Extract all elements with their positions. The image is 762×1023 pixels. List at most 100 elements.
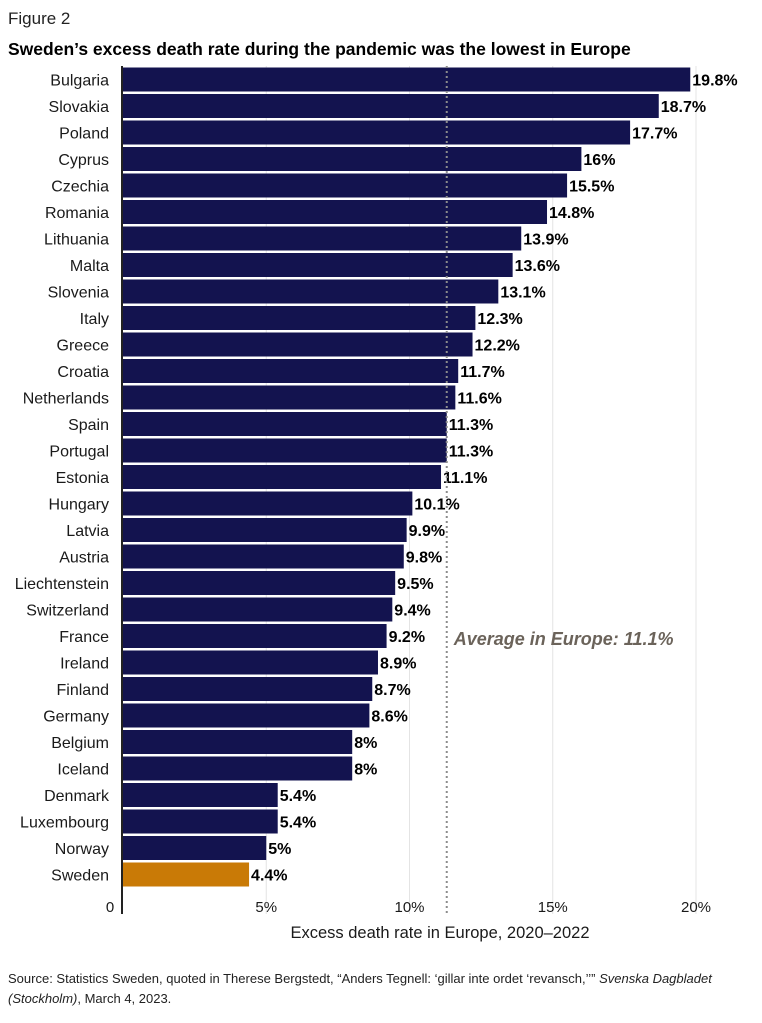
value-label-greece: 12.2% (475, 338, 520, 355)
value-label-netherlands: 11.6% (457, 391, 501, 408)
value-label-hungary: 10.1% (414, 497, 459, 514)
value-label-switzerland: 9.4% (394, 603, 430, 620)
bar-liechtenstein (123, 571, 396, 595)
value-label-malta: 13.6% (515, 258, 560, 275)
bar-iceland (123, 756, 353, 781)
value-label-liechtenstein: 9.5% (397, 576, 433, 593)
x-tick-label-3: 15% (538, 899, 568, 916)
category-label-liechtenstein: Liechtenstein (15, 576, 109, 593)
bar-denmark (123, 783, 278, 807)
category-label-poland: Poland (59, 126, 109, 143)
bar-austria (123, 544, 404, 569)
value-label-czechia: 15.5% (569, 179, 614, 196)
bar-latvia (123, 518, 407, 542)
category-label-netherlands: Netherlands (23, 391, 109, 408)
bar-estonia (123, 465, 442, 489)
value-label-iceland: 8% (354, 762, 377, 779)
category-label-lithuania: Lithuania (44, 232, 109, 249)
source-publication: Svenska Dagbladet (Stockholm) (8, 971, 712, 1006)
category-label-czechia: Czechia (51, 179, 109, 196)
figure-label: Figure 2 (8, 9, 71, 28)
bar-finland (123, 677, 373, 701)
category-label-estonia: Estonia (56, 470, 109, 487)
category-label-finland: Finland (57, 682, 109, 699)
value-label-austria: 9.8% (406, 550, 442, 567)
category-label-denmark: Denmark (44, 788, 110, 805)
bar-ireland (123, 650, 378, 675)
category-label-malta: Malta (70, 258, 109, 275)
value-label-lithuania: 13.9% (523, 232, 568, 249)
bar-italy (123, 306, 476, 330)
category-label-bulgaria: Bulgaria (50, 73, 109, 90)
bar-bulgaria (123, 67, 691, 92)
category-label-belgium: Belgium (51, 735, 109, 752)
bar-czechia (123, 173, 568, 198)
value-label-denmark: 5.4% (280, 788, 316, 805)
category-label-norway: Norway (55, 841, 109, 858)
average-label: Average in Europe: 11.1% (453, 629, 674, 649)
category-label-france: France (59, 629, 109, 646)
value-label-croatia: 11.7% (460, 364, 504, 381)
category-label-latvia: Latvia (66, 523, 109, 540)
bar-malta (123, 253, 513, 277)
bar-hungary (123, 491, 413, 516)
bar-romania (123, 200, 548, 224)
category-label-hungary: Hungary (49, 497, 109, 514)
value-label-slovenia: 13.1% (500, 285, 545, 302)
value-label-portugal: 11.3% (449, 444, 493, 461)
category-label-slovakia: Slovakia (49, 99, 110, 116)
bar-france (123, 624, 387, 648)
x-tick-label-4: 20% (681, 899, 711, 916)
category-label-greece: Greece (57, 338, 110, 355)
source-prefix: Source: Statistics Sweden, quoted in The… (8, 971, 600, 986)
category-label-sweden: Sweden (51, 868, 109, 885)
bar-poland (123, 120, 631, 145)
bar-slovenia (123, 279, 499, 304)
category-label-italy: Italy (80, 311, 109, 328)
value-label-belgium: 8% (354, 735, 377, 752)
bar-norway (123, 836, 267, 860)
category-label-switzerland: Switzerland (26, 603, 109, 620)
category-label-germany: Germany (43, 709, 109, 726)
value-label-romania: 14.8% (549, 205, 594, 222)
x-tick-label-1: 5% (255, 899, 277, 916)
category-label-ireland: Ireland (60, 656, 109, 673)
source-note: Source: Statistics Sweden, quoted in The… (8, 969, 754, 1009)
category-label-cyprus: Cyprus (58, 152, 109, 169)
bar-belgium (123, 730, 353, 754)
bar-germany (123, 703, 370, 728)
x-tick-label-0: 0 (106, 899, 114, 916)
bar-lithuania (123, 226, 522, 251)
bar-switzerland (123, 597, 393, 622)
category-label-luxembourg: Luxembourg (20, 815, 109, 832)
bar-luxembourg (123, 809, 278, 834)
bar-chart: Bulgaria 19.8% Slovakia 18.7% Poland 17.7% Cyp… (15, 66, 738, 942)
value-label-bulgaria: 19.8% (692, 73, 737, 90)
value-label-italy: 12.3% (477, 311, 522, 328)
bar-greece (123, 332, 473, 357)
bar-croatia (123, 359, 459, 383)
value-label-estonia: 11.1% (443, 470, 487, 487)
value-label-sweden: 4.4% (251, 868, 287, 885)
value-label-spain: 11.3% (449, 417, 493, 434)
value-label-poland: 17.7% (632, 126, 677, 143)
bar-cyprus (123, 147, 582, 171)
source-suffix: , March 4, 2023. (77, 991, 172, 1006)
category-label-austria: Austria (59, 550, 109, 567)
bar-sweden (123, 862, 250, 887)
category-label-slovenia: Slovenia (48, 285, 109, 302)
value-label-slovakia: 18.7% (661, 99, 706, 116)
category-label-romania: Romania (45, 205, 109, 222)
value-label-france: 9.2% (389, 629, 425, 646)
value-label-latvia: 9.9% (409, 523, 445, 540)
category-label-croatia: Croatia (57, 364, 109, 381)
category-label-spain: Spain (68, 417, 109, 434)
bar-spain (123, 412, 447, 436)
value-label-germany: 8.6% (371, 709, 407, 726)
bar-netherlands (123, 385, 456, 410)
x-axis-title: Excess death rate in Europe, 2020–2022 (290, 924, 589, 942)
value-label-cyprus: 16% (583, 152, 615, 169)
category-label-iceland: Iceland (57, 762, 109, 779)
value-label-norway: 5% (268, 841, 291, 858)
x-tick-label-2: 10% (394, 899, 424, 916)
